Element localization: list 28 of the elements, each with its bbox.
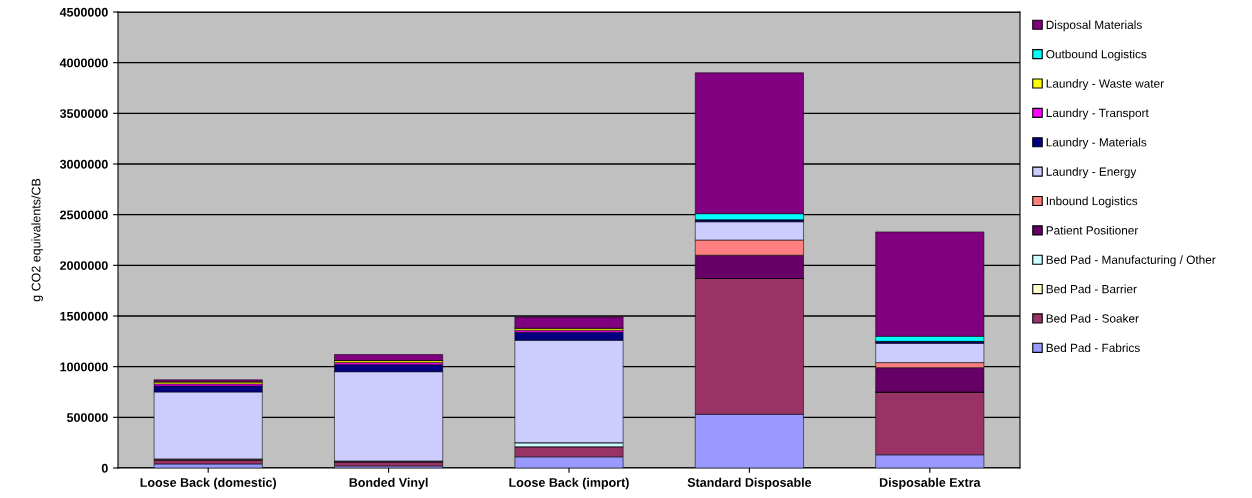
x-tick-label: Disposable Extra [879,477,981,490]
legend-label: Laundry - Transport [1046,108,1149,120]
legend-label: Bed Pad - Soaker [1046,313,1139,323]
legend-label: Inbound Logistics [1046,196,1138,208]
y-tick-label: 3000000 [59,159,108,169]
legend-label: Disposal Materials [1046,20,1142,32]
legend-label: Outbound Logistics [1046,49,1147,61]
x-tick-label: Standard Disposable [687,477,812,490]
legend-label: Laundry - Waste water [1046,79,1164,91]
y-axis-title: g CO2 equivalents/CB [31,178,43,302]
y-tick-label: 1500000 [60,311,108,321]
y-tick-label: 2500000 [60,210,108,220]
legend-label: Patient Positioner [1046,225,1139,235]
y-tick-label: 0 [101,463,108,473]
legend-label: Laundry - Materials [1046,137,1147,149]
legend-label: Laundry - Energy [1046,167,1137,179]
legend-label: Bed Pad - Manufacturing / Other [1046,255,1216,267]
y-tick-label: 3500000 [59,109,108,118]
y-tick-label: 1000000 [60,362,108,372]
x-tick-label: Loose Back (domestic) [140,477,276,490]
y-tick-label: 500000 [66,413,108,422]
x-tick-label: Loose Back (import) [509,477,629,490]
legend-label: Bed Pad - Barrier [1046,284,1137,294]
legend-label: Bed Pad - Fabrics [1046,343,1140,353]
y-tick-label: 2000000 [60,261,108,270]
x-tick-label: Bonded Vinyl [349,477,428,490]
y-tick-label: 4500000 [59,7,108,17]
y-tick-label: 4000000 [59,58,108,68]
